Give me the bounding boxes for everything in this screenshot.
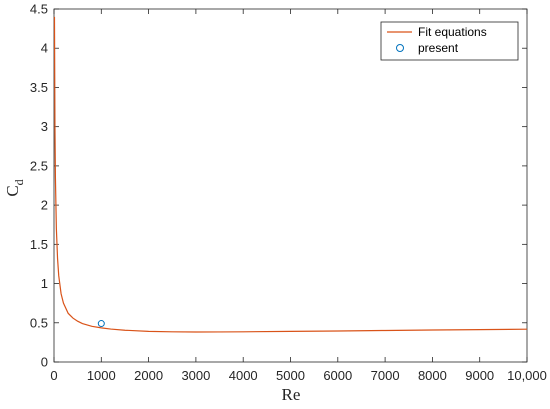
y-axis-label: Cd: [3, 179, 26, 196]
series-layer: [53, 16, 528, 333]
legend-label-fit-equations: Fit equations: [418, 25, 487, 39]
data-point-present: [97, 320, 105, 328]
x-tick-label: 7000: [371, 368, 400, 383]
y-tick-label: 1.5: [30, 237, 48, 252]
y-tick-label: 3.5: [30, 80, 48, 95]
x-tick-label: 2000: [134, 368, 163, 383]
y-axis-ticks: 0 0.5 1 1.5 2 2.5 3 3.5 4 4.5: [30, 2, 527, 370]
x-tick-label: 6000: [323, 368, 352, 383]
x-tick-label: 10,000: [507, 368, 547, 383]
x-tick-label: 4000: [229, 368, 258, 383]
y-tick-label: 4.5: [30, 2, 48, 17]
series-line-fit-equations: [53, 16, 528, 333]
plot-frame: [53, 8, 528, 363]
plot-area: [53, 8, 528, 363]
legend: Fit equations present: [380, 21, 519, 61]
x-tick-label: 8000: [418, 368, 447, 383]
x-tick-label: 3000: [181, 368, 210, 383]
legend-marker-present: [396, 44, 404, 52]
x-tick-label: 1000: [87, 368, 116, 383]
y-tick-label: 0.5: [30, 315, 48, 330]
legend-box: [380, 21, 519, 61]
y-tick-label: 4: [41, 41, 48, 56]
y-tick-label: 3: [41, 119, 48, 134]
y-tick-label: 1: [41, 276, 48, 291]
y-axis-label-subscript: d: [12, 179, 26, 185]
legend-label-present: present: [418, 41, 459, 55]
x-tick-label: 9000: [465, 368, 494, 383]
x-tick-label: 5000: [276, 368, 305, 383]
x-tick-label: 0: [50, 368, 57, 383]
y-tick-label: 0: [41, 355, 48, 370]
y-axis-label-main: C: [3, 185, 22, 196]
y-tick-label: 2: [41, 198, 48, 213]
y-tick-label: 2.5: [30, 158, 48, 173]
x-axis-ticks: 0 1000 2000 3000 4000 5000 6000 7000 8000 9000 10,…: [50, 9, 547, 383]
x-axis-label: Re: [282, 385, 301, 404]
